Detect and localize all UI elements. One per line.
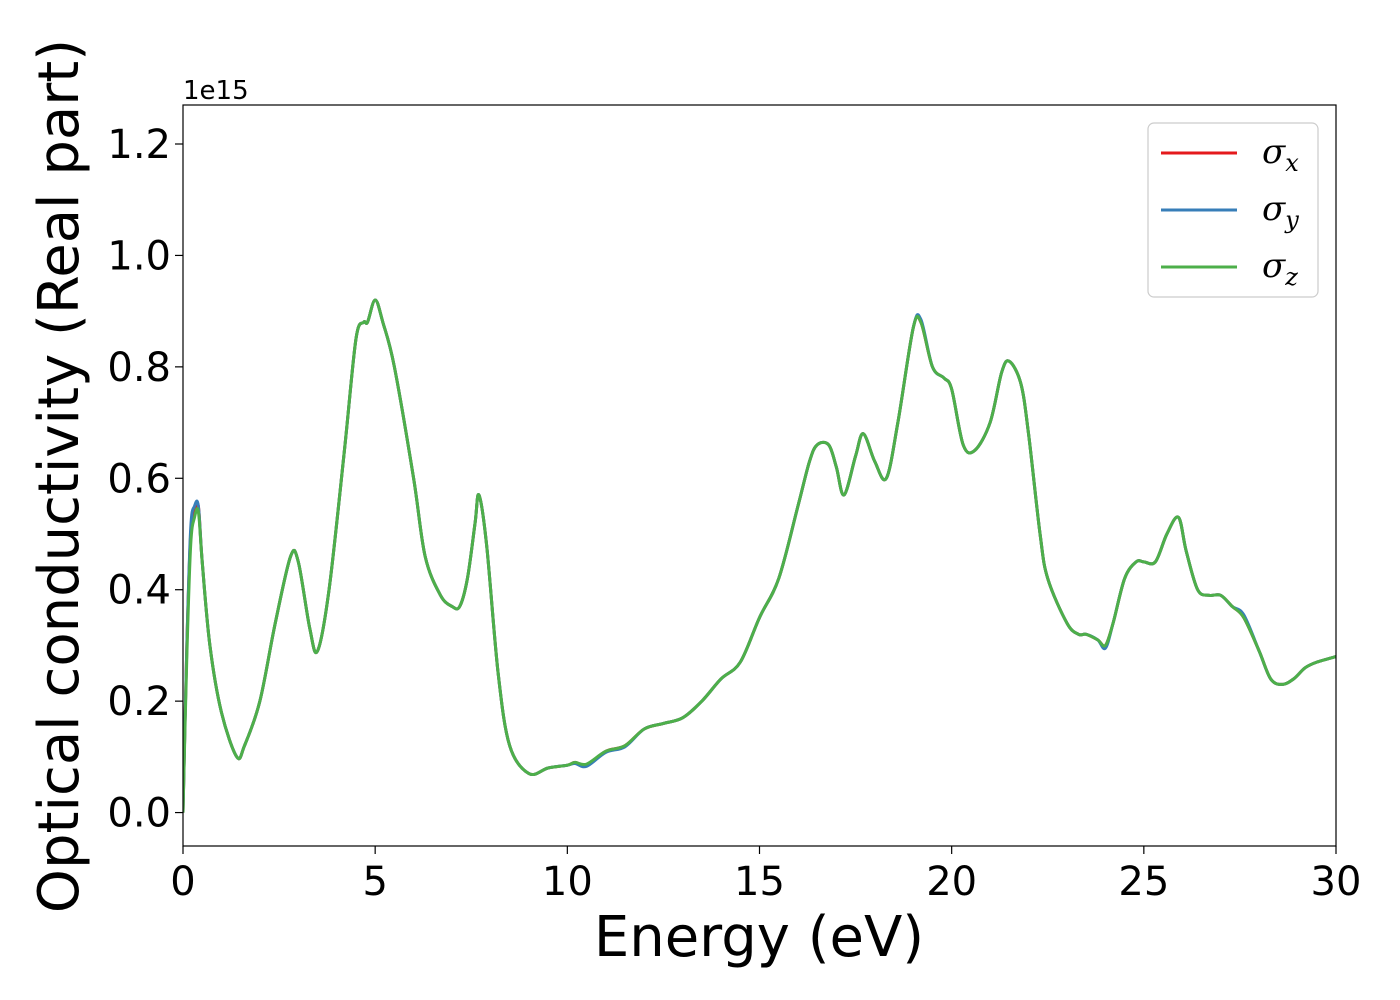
x-tick-label: 15	[734, 859, 785, 905]
y-axis-offset-label: 1e15	[183, 76, 249, 106]
y-tick-label: 0.6	[107, 456, 171, 502]
y-axis-ticks: 0.0 0.2 0.4 0.6 0.8 1.0 1.2	[107, 122, 183, 837]
x-axis-label: Energy (eV)	[594, 905, 924, 970]
x-tick-label: 25	[1118, 859, 1169, 905]
series-layer	[183, 298, 1336, 813]
y-axis-label: Optical conductivity (Real part)	[27, 39, 92, 913]
series-line-sigma-z	[183, 298, 1336, 813]
y-tick-label: 0.4	[107, 568, 171, 614]
x-tick-label: 30	[1311, 859, 1362, 905]
y-tick-label: 0.2	[107, 679, 171, 725]
x-axis-ticks: 0 5 10 15 20 25 30	[170, 846, 1361, 905]
y-tick-label: 0.8	[107, 345, 171, 391]
y-tick-label: 1.2	[107, 122, 171, 168]
y-tick-label: 0.0	[107, 791, 171, 837]
x-tick-label: 0	[170, 859, 195, 905]
x-tick-label: 20	[926, 859, 977, 905]
y-tick-label: 1.0	[107, 233, 171, 279]
x-tick-label: 5	[362, 859, 387, 905]
x-tick-label: 10	[542, 859, 593, 905]
